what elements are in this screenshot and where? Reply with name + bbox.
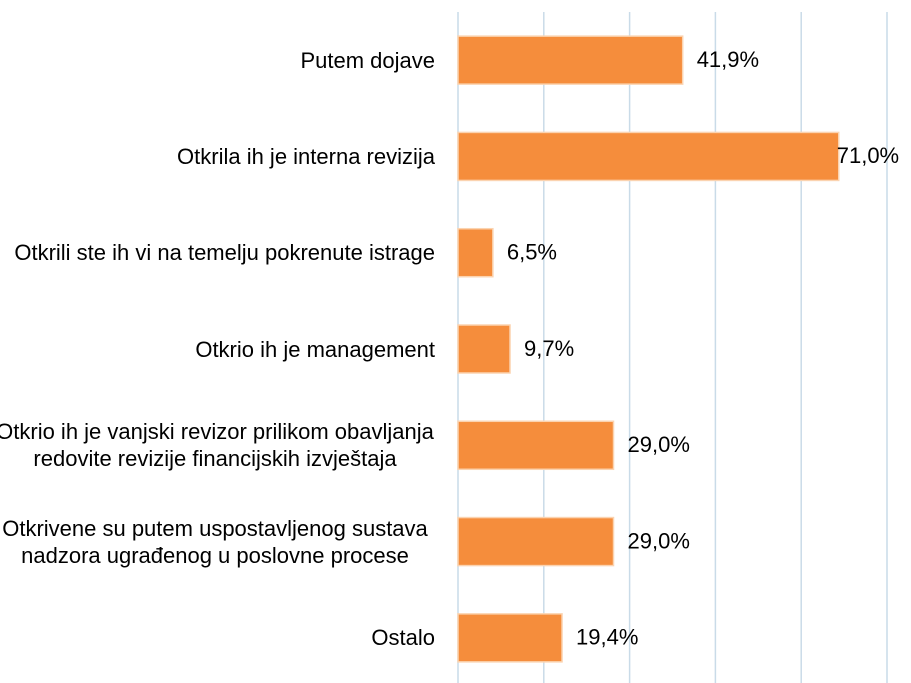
bar: [457, 613, 563, 663]
category-label-box: Ostalo: [0, 588, 435, 683]
category-label-box: Otkrio ih je management: [0, 299, 435, 399]
bar: [457, 420, 615, 471]
category-label: Otkrio ih je vanjski revizor prilikom ob…: [0, 419, 434, 472]
category-label: Otkrila ih je interna revizija: [177, 143, 435, 169]
category-label: Otkrivene su putem uspostavljenog sustav…: [2, 515, 428, 568]
category-label-box: Otkrio ih je vanjski revizor prilikom ob…: [0, 395, 435, 495]
category-label: Putem dojave: [300, 47, 435, 73]
category-label-box: Otkrili ste ih vi na temelju pokrenute i…: [0, 203, 435, 303]
value-label: 29,0%: [628, 432, 690, 457]
value-label: 9,7%: [524, 336, 574, 361]
value-label: 71,0%: [837, 143, 899, 168]
category-label: Ostalo: [371, 625, 435, 651]
value-label: 29,0%: [628, 528, 690, 553]
bar: [457, 131, 840, 182]
value-label: 19,4%: [576, 625, 638, 650]
bar: [457, 35, 684, 85]
category-label-box: Otkrila ih je interna revizija: [0, 106, 435, 206]
category-label: Otkrili ste ih vi na temelju pokrenute i…: [14, 240, 435, 266]
value-label: 41,9%: [697, 47, 759, 72]
category-label-box: Putem dojave: [0, 10, 435, 110]
value-label: 6,5%: [507, 240, 557, 265]
bar: [457, 516, 615, 567]
bar: [457, 227, 494, 278]
category-label: Otkrio ih je management: [195, 336, 435, 362]
bar: [457, 324, 511, 374]
category-label-box: Otkrivene su putem uspostavljenog sustav…: [0, 492, 435, 592]
